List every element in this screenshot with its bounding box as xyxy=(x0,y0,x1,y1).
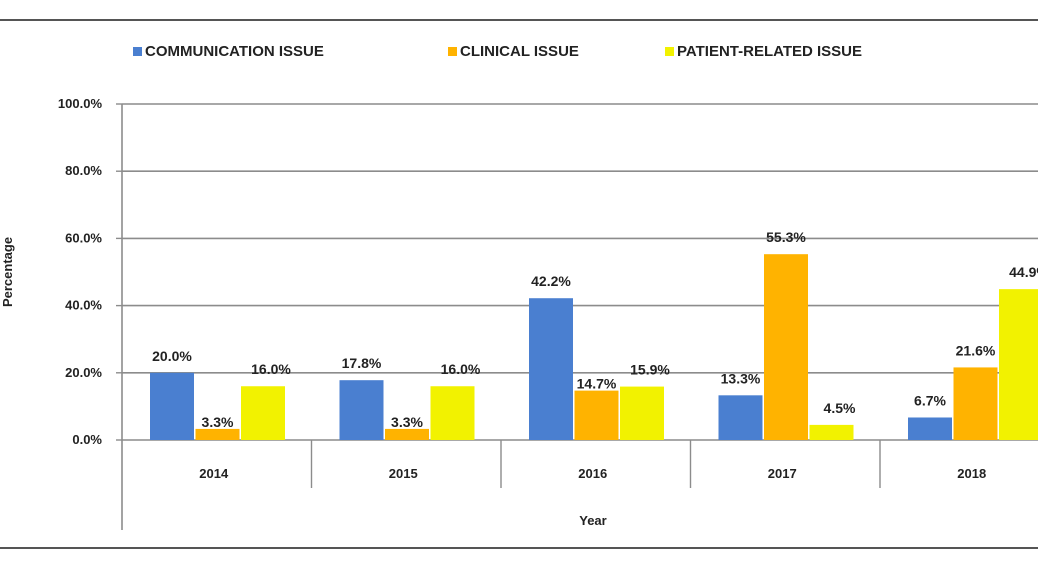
y-tick-label: 40.0% xyxy=(65,298,102,313)
x-tick-label: 2018 xyxy=(957,466,986,481)
bar xyxy=(150,372,194,440)
data-label: 3.3% xyxy=(202,414,234,430)
data-label: 6.7% xyxy=(914,392,946,408)
bar xyxy=(195,428,240,440)
bar xyxy=(620,386,664,440)
data-label: 44.9% xyxy=(1009,264,1038,280)
data-label: 55.3% xyxy=(766,229,806,245)
data-label: 20.0% xyxy=(152,348,192,364)
bar xyxy=(953,367,998,440)
bar xyxy=(385,428,429,440)
bar xyxy=(339,380,384,440)
legend-swatch xyxy=(133,47,142,56)
legend-label: CLINICAL ISSUE xyxy=(460,43,579,60)
bar xyxy=(718,395,763,440)
bar xyxy=(809,424,854,440)
y-tick-label: 80.0% xyxy=(65,163,102,178)
data-label: 16.0% xyxy=(251,361,291,377)
bar xyxy=(908,417,952,440)
x-axis: 2014 2015 2016 2017 2018 xyxy=(121,104,986,530)
bars xyxy=(150,254,1038,440)
legend: COMMUNICATION ISSUE CLINICAL ISSUE PATIENT… xyxy=(133,43,862,60)
legend-label: COMMUNICATION ISSUE xyxy=(145,43,324,60)
y-tick-label: 20.0% xyxy=(65,365,102,380)
legend-swatch xyxy=(665,47,674,56)
data-label: 16.0% xyxy=(441,361,481,377)
data-label: 14.7% xyxy=(577,376,617,392)
x-tick-label: 2014 xyxy=(199,466,229,481)
legend-label: PATIENT-RELATED ISSUE xyxy=(677,43,862,60)
x-axis-title: Year xyxy=(579,513,606,528)
x-tick-label: 2017 xyxy=(768,466,797,481)
bar xyxy=(529,298,573,440)
y-axis-title: Percentage xyxy=(0,237,15,307)
bar xyxy=(999,289,1038,440)
y-tick-label: 100.0% xyxy=(58,96,103,111)
y-tick-label: 0.0% xyxy=(72,432,102,447)
bar xyxy=(574,390,619,440)
data-label: 21.6% xyxy=(956,342,996,358)
bar xyxy=(241,386,285,440)
x-tick-label: 2016 xyxy=(578,466,607,481)
data-labels: 20.0% 3.3% 16.0% 17.8% 3.3% 16.0% 42.2% 14.7% 15… xyxy=(152,229,1038,430)
y-axis-ticks: 0.0% 20.0% 40.0% 60.0% 80.0% 100.0% xyxy=(58,96,122,447)
legend-swatch xyxy=(448,47,457,56)
data-label: 13.3% xyxy=(721,370,761,386)
bar xyxy=(430,386,475,440)
data-label: 17.8% xyxy=(342,355,382,371)
data-label: 3.3% xyxy=(391,414,423,430)
x-tick-label: 2015 xyxy=(389,466,418,481)
bar xyxy=(764,254,808,440)
y-tick-label: 60.0% xyxy=(65,230,102,245)
data-label: 15.9% xyxy=(630,362,670,378)
data-label: 4.5% xyxy=(824,400,856,416)
data-label: 42.2% xyxy=(531,273,571,289)
